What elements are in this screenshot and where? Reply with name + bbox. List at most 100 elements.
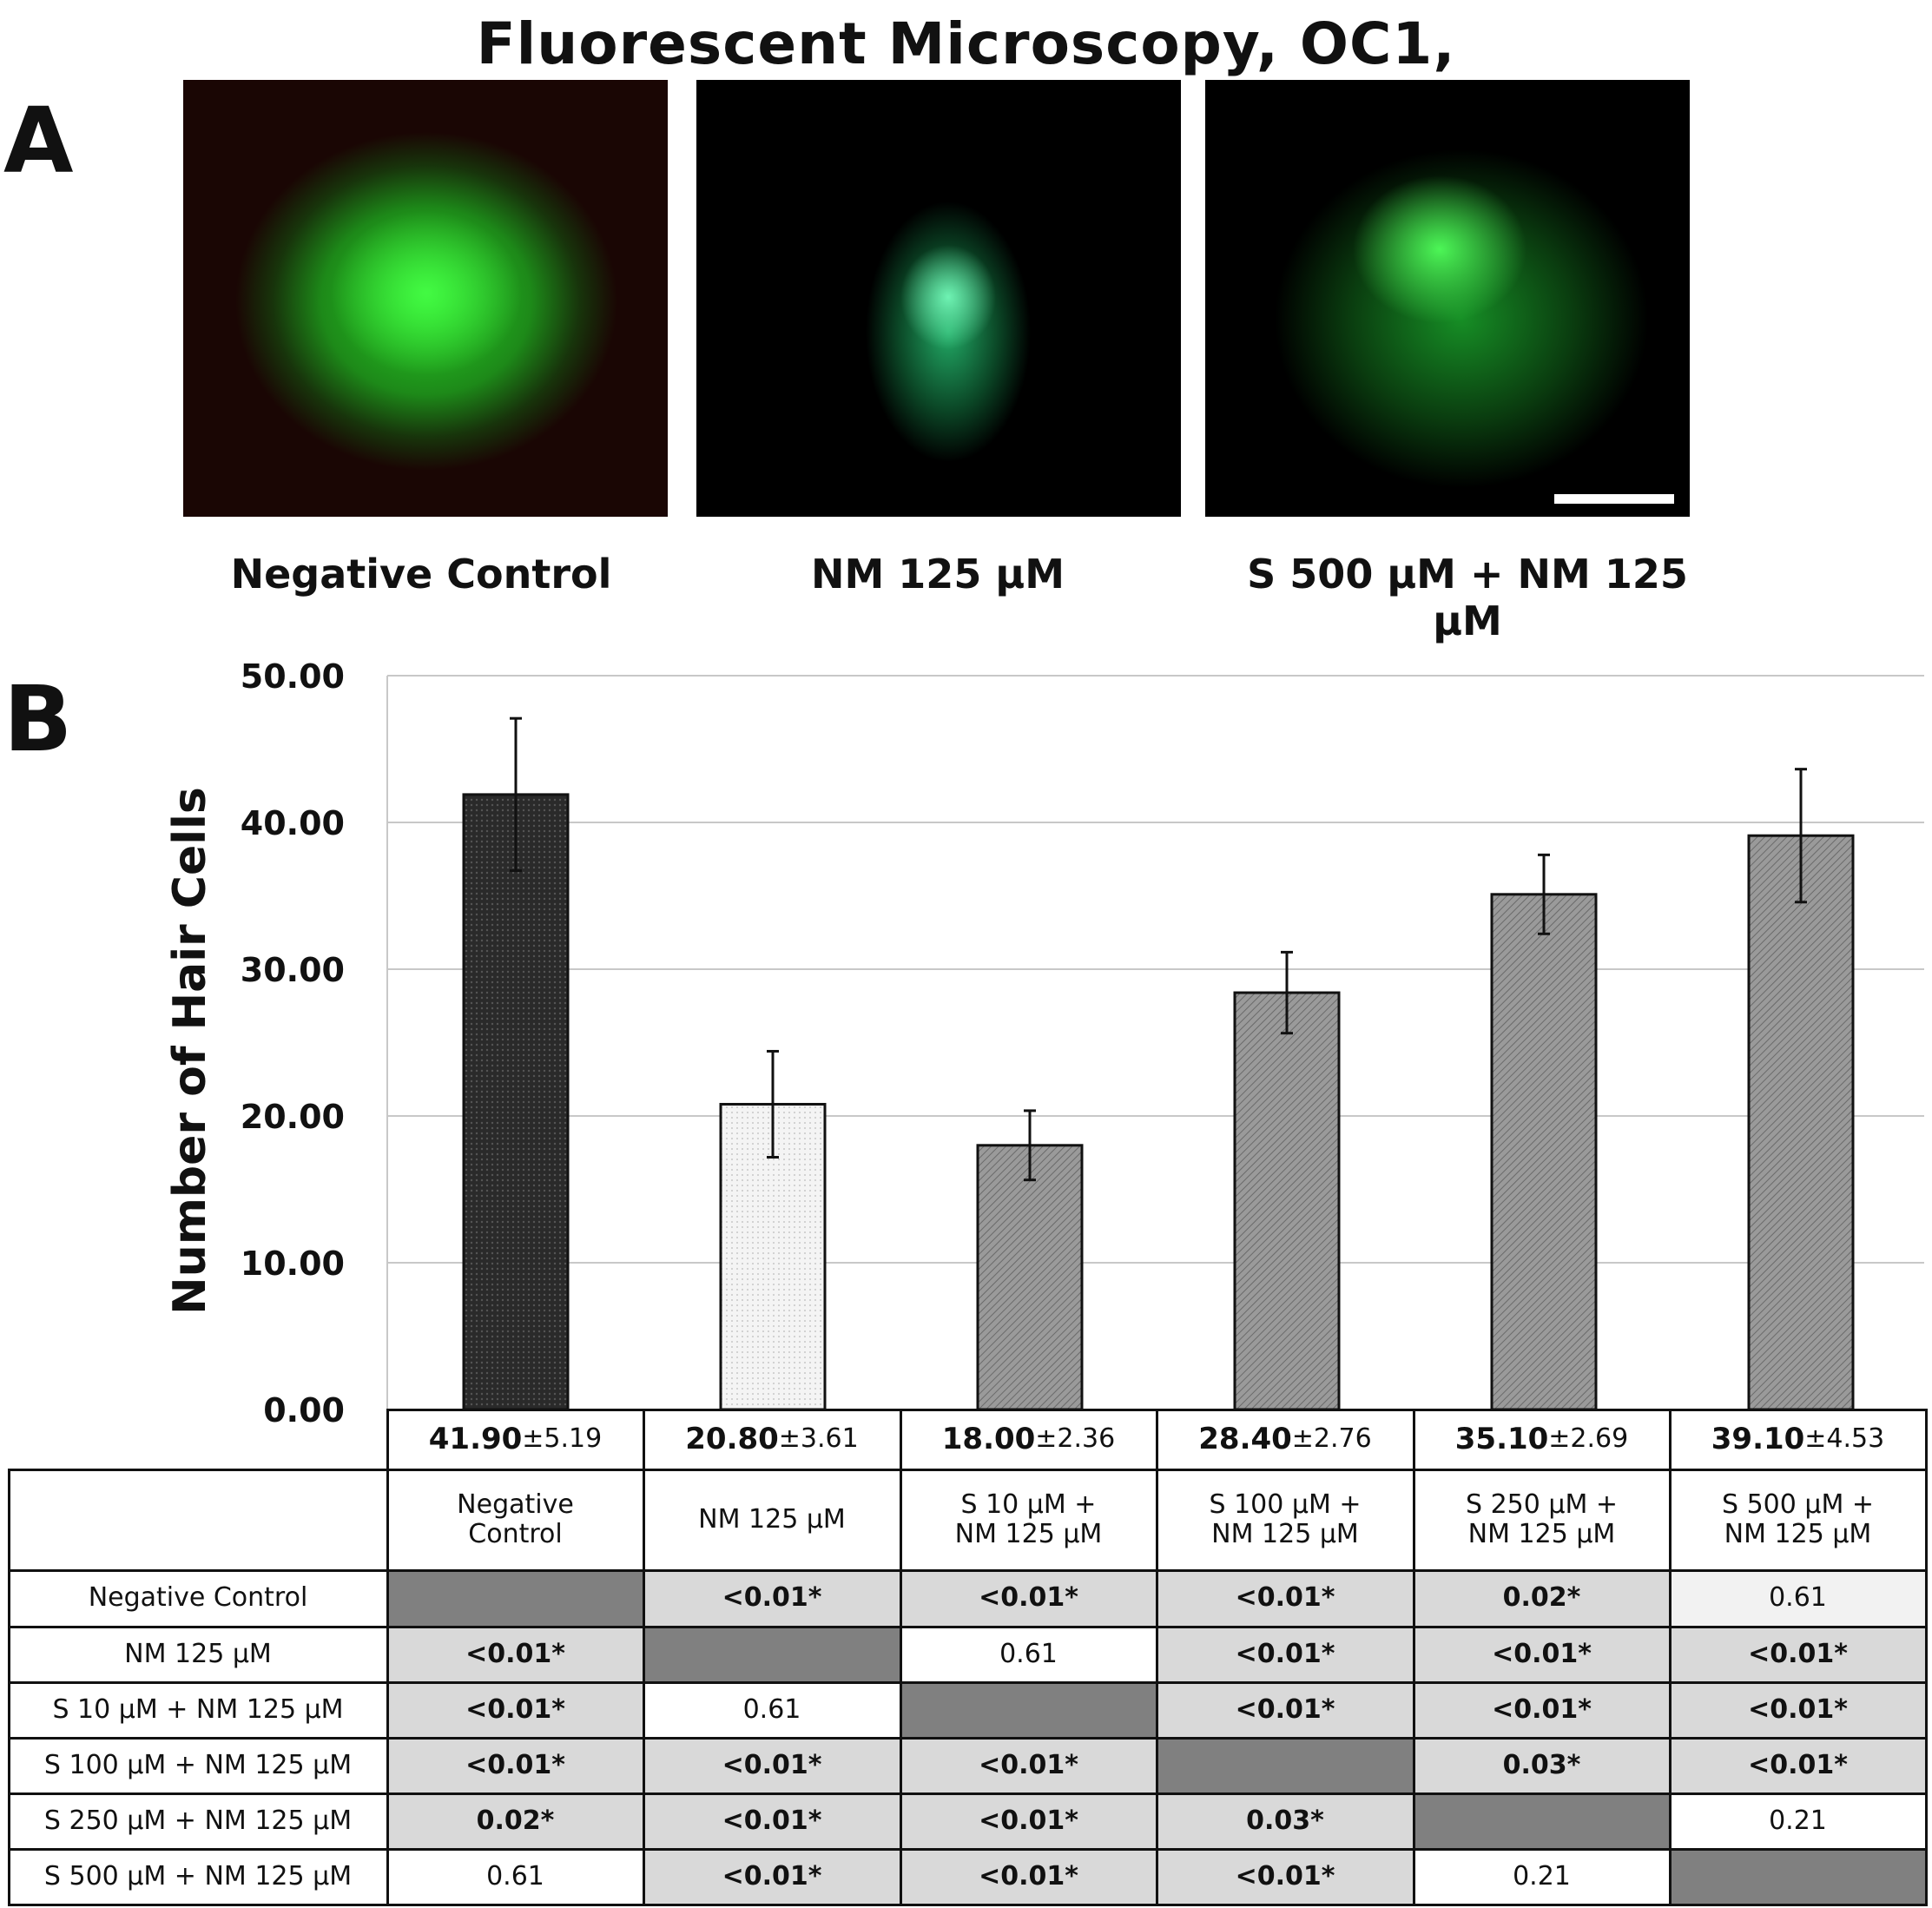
p-value-cell: 0.21 bbox=[1668, 1792, 1928, 1851]
column-header: S 250 μM + NM 125 μM bbox=[1412, 1468, 1672, 1572]
bar bbox=[1747, 834, 1855, 1411]
sd-value: ±2.36 bbox=[1035, 1423, 1116, 1455]
error-bar bbox=[1281, 950, 1293, 1035]
p-value-cell: <0.01* bbox=[386, 1625, 645, 1684]
p-value-cell: 0.02* bbox=[1412, 1568, 1672, 1628]
column-header-line: Negative bbox=[457, 1489, 574, 1520]
sd-value: ±4.53 bbox=[1804, 1423, 1885, 1455]
p-value-cell: <0.01* bbox=[642, 1792, 902, 1851]
error-bar bbox=[510, 716, 522, 873]
mean-value: 35.10 bbox=[1454, 1421, 1549, 1456]
diagonal-cell bbox=[386, 1568, 645, 1628]
sd-value: ±2.76 bbox=[1291, 1423, 1372, 1455]
sd-value: ±3.61 bbox=[778, 1423, 859, 1455]
column-header-line: S 500 μM + bbox=[1721, 1489, 1875, 1520]
column-header-line: NM 125 μM bbox=[698, 1503, 846, 1535]
micrograph-s500-nm125 bbox=[1205, 80, 1690, 517]
p-value-cell: <0.01* bbox=[386, 1736, 645, 1795]
p-value-cell: <0.01* bbox=[899, 1792, 1158, 1851]
micrograph-label-s500-nm125: S 500 μM + NM 125 μM bbox=[1247, 551, 1688, 644]
micrograph-negative-control bbox=[183, 80, 668, 517]
micrograph-label-nm-125: NM 125 μM bbox=[811, 551, 1065, 597]
column-header-line: NM 125 μM bbox=[1724, 1519, 1872, 1549]
column-header: Negative Control bbox=[386, 1468, 645, 1572]
p-value-cell: <0.01* bbox=[1668, 1736, 1928, 1795]
column-header-line: NM 125 μM bbox=[1467, 1519, 1616, 1549]
sd-value: ±5.19 bbox=[522, 1423, 603, 1455]
diagonal-cell bbox=[1155, 1736, 1415, 1795]
bar bbox=[1490, 893, 1598, 1411]
p-value-cell: <0.01* bbox=[1155, 1625, 1415, 1684]
p-value-cell: <0.01* bbox=[1155, 1847, 1415, 1906]
column-header: S 500 μM + NM 125 μM bbox=[1668, 1468, 1928, 1572]
p-value-cell: 0.61 bbox=[642, 1680, 902, 1740]
mean-value: 18.00 bbox=[941, 1421, 1036, 1456]
bar-chart: 0.00 10.00 20.00 30.00 40.00 50.00 Number of … bbox=[164, 657, 1924, 1424]
sd-value: ±2.69 bbox=[1548, 1423, 1629, 1455]
bar bbox=[1233, 991, 1341, 1411]
p-value-cell: <0.01* bbox=[1412, 1680, 1672, 1740]
y-tick-label: 0.00 bbox=[263, 1391, 345, 1424]
diagonal-cell bbox=[1412, 1792, 1672, 1851]
p-value-cell: <0.01* bbox=[899, 1568, 1158, 1628]
bar bbox=[462, 793, 570, 1411]
y-tick-label: 30.00 bbox=[241, 951, 345, 989]
column-header: S 100 μM + NM 125 μM bbox=[1155, 1468, 1415, 1572]
diagonal-cell bbox=[899, 1680, 1158, 1740]
mean-value: 28.40 bbox=[1198, 1421, 1292, 1456]
error-bar bbox=[1795, 768, 1807, 904]
diagonal-cell bbox=[1668, 1847, 1928, 1906]
panel-b-letter: B bbox=[3, 666, 73, 772]
row-header: S 100 μM + NM 125 μM bbox=[7, 1736, 389, 1795]
p-value-cell: <0.01* bbox=[1668, 1625, 1928, 1684]
p-value-cell: <0.01* bbox=[1668, 1680, 1928, 1740]
column-header-line: S 100 μM + bbox=[1209, 1489, 1362, 1520]
row-header: S 500 μM + NM 125 μM bbox=[7, 1847, 389, 1906]
bar bbox=[976, 1144, 1084, 1411]
p-value-cell: 0.21 bbox=[1412, 1847, 1672, 1906]
figure-title: Fluorescent Microscopy, OC1, bbox=[476, 10, 1456, 77]
p-value-cell: 0.61 bbox=[1668, 1568, 1928, 1628]
y-tick-label: 10.00 bbox=[241, 1244, 345, 1283]
p-value-cell: <0.01* bbox=[642, 1847, 902, 1906]
p-value-cell: <0.01* bbox=[1155, 1568, 1415, 1628]
micrograph-label-negative-control: Negative Control bbox=[230, 551, 612, 597]
y-axis-label: Number of Hair Cells bbox=[164, 787, 216, 1315]
mean-value: 41.90 bbox=[428, 1421, 523, 1456]
row-header: S 10 μM + NM 125 μM bbox=[7, 1680, 389, 1740]
p-value-cell: <0.01* bbox=[899, 1736, 1158, 1795]
error-bar bbox=[767, 1049, 779, 1159]
error-bar bbox=[1024, 1109, 1036, 1182]
column-header-line: NM 125 μM bbox=[1211, 1519, 1359, 1549]
column-header: NM 125 μM bbox=[642, 1468, 902, 1572]
p-value-cell: <0.01* bbox=[642, 1736, 902, 1795]
p-value-cell: <0.01* bbox=[1412, 1625, 1672, 1684]
column-header: S 10 μM + NM 125 μM bbox=[899, 1468, 1158, 1572]
column-header-line: NM 125 μM bbox=[954, 1519, 1103, 1549]
mean-value: 39.10 bbox=[1711, 1421, 1805, 1456]
p-value-cell: 0.02* bbox=[386, 1792, 645, 1851]
column-header-line: Control bbox=[468, 1519, 563, 1549]
p-value-cell: 0.61 bbox=[386, 1847, 645, 1906]
scale-bar bbox=[1554, 494, 1674, 504]
diagonal-cell bbox=[642, 1625, 902, 1684]
row-header: Negative Control bbox=[7, 1568, 389, 1628]
row-header: S 250 μM + NM 125 μM bbox=[7, 1792, 389, 1851]
p-value-cell: 0.03* bbox=[1412, 1736, 1672, 1795]
p-value-cell: <0.01* bbox=[642, 1568, 902, 1628]
y-tick-label: 20.00 bbox=[241, 1098, 345, 1136]
panel-a-letter: A bbox=[3, 88, 74, 194]
p-value-cell: 0.03* bbox=[1155, 1792, 1415, 1851]
y-tick-label: 50.00 bbox=[241, 657, 345, 696]
y-tick-label: 40.00 bbox=[241, 804, 345, 842]
row-header: NM 125 μM bbox=[7, 1625, 389, 1684]
error-bar bbox=[1538, 853, 1550, 935]
column-header-line: S 10 μM + bbox=[960, 1489, 1097, 1520]
column-header-line: S 250 μM + bbox=[1465, 1489, 1619, 1520]
micrograph-nm-125 bbox=[696, 80, 1181, 517]
mean-value: 20.80 bbox=[685, 1421, 779, 1456]
p-value-cell: <0.01* bbox=[899, 1847, 1158, 1906]
corner-cell bbox=[7, 1468, 389, 1572]
p-value-cell: <0.01* bbox=[386, 1680, 645, 1740]
p-value-cell: <0.01* bbox=[1155, 1680, 1415, 1740]
